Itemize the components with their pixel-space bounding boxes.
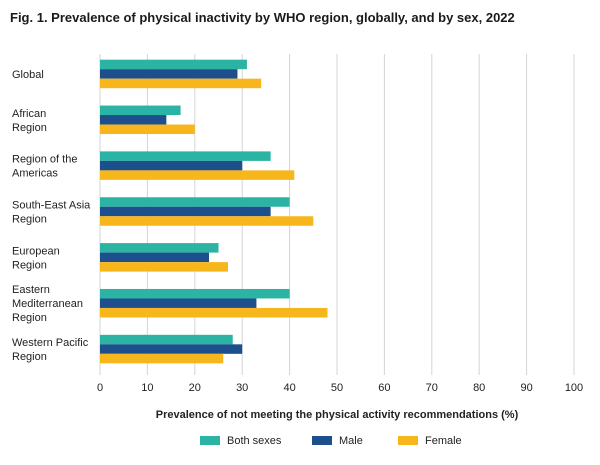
bar — [100, 78, 262, 89]
bar — [100, 298, 257, 308]
bar — [100, 197, 290, 207]
x-tick-label: 0 — [97, 382, 103, 394]
legend-label: Both sexes — [227, 435, 282, 447]
legend-swatch — [200, 436, 220, 445]
x-tick-label: 100 — [565, 382, 583, 394]
legend-label: Male — [339, 435, 363, 447]
bar — [100, 69, 238, 79]
bar — [100, 216, 314, 226]
category-label: Global — [12, 69, 44, 81]
bar — [100, 307, 328, 318]
category-label: Eastern Mediterranean Region — [12, 284, 83, 324]
bars — [100, 59, 328, 364]
x-axis-label: Prevalence of not meeting the physical a… — [156, 409, 519, 421]
bar — [100, 344, 243, 354]
legend-label: Female — [425, 435, 462, 447]
category-label: European Region — [12, 245, 60, 271]
x-tick-label: 40 — [283, 382, 295, 394]
x-tick-label: 60 — [378, 382, 390, 394]
x-tick-labels: 0 10 20 30 40 50 60 70 80 90 100 — [97, 382, 583, 394]
category-labels: Global African Region Region of the Americas… — [12, 69, 91, 363]
chart-title: Fig. 1. Prevalence of physical inactivit… — [10, 10, 515, 25]
bar — [100, 115, 167, 125]
category-label: Region of the Americas — [12, 154, 77, 180]
category-label: South-East Asia Region — [12, 200, 91, 226]
category-label: Western Pacific Region — [12, 337, 89, 363]
x-tick-label: 90 — [520, 382, 532, 394]
x-tick-label: 20 — [189, 382, 201, 394]
bar — [100, 105, 181, 116]
bar — [100, 334, 233, 345]
legend: Both sexes Male Female — [200, 435, 462, 447]
bar — [100, 206, 271, 217]
x-tick-label: 50 — [331, 382, 343, 394]
bar — [100, 262, 228, 272]
x-tick-label: 30 — [236, 382, 248, 394]
x-tick-label: 70 — [426, 382, 438, 394]
bar — [100, 124, 195, 135]
bar — [100, 288, 290, 299]
x-tick-label: 80 — [473, 382, 485, 394]
bar — [100, 160, 243, 171]
bar — [100, 252, 210, 263]
legend-swatch — [398, 436, 418, 445]
x-tick-label: 10 — [141, 382, 153, 394]
bar — [100, 59, 247, 70]
bar — [100, 170, 295, 180]
bar — [100, 353, 224, 364]
legend-swatch — [312, 436, 332, 445]
bar — [100, 151, 271, 161]
bar — [100, 243, 219, 253]
category-label: African Region — [12, 108, 47, 134]
